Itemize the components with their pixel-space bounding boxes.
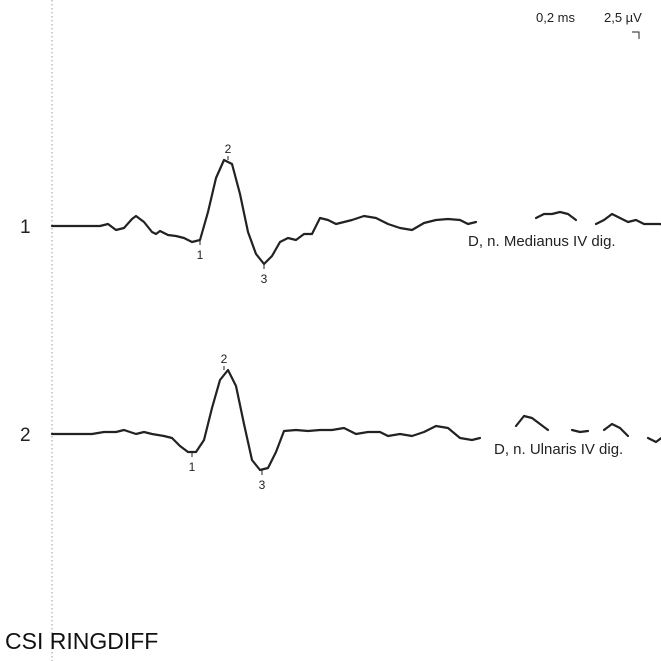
trace-line-1 — [50, 158, 478, 266]
traces-group: 1 1 2 3 D, n. Medianus IV dig. 2 1 2 3 D, n. Ulna… — [20, 142, 661, 492]
channel-label-1: 1 — [20, 217, 31, 238]
trace-fragment-2-2 — [514, 414, 550, 432]
time-scale-label: 0,2 ms — [536, 10, 576, 25]
trace-fragment-1-0 — [534, 210, 578, 222]
trace-fragment-2-5 — [646, 436, 661, 444]
trace-line-2 — [50, 368, 482, 472]
series-label-1: D, n. Medianus IV dig. — [468, 233, 616, 250]
scale-bracket-icon — [632, 31, 640, 39]
trace-fragment-2-3 — [570, 428, 590, 434]
series-label-2: D, n. Ulnaris IV dig. — [494, 441, 623, 458]
peak-label-1-2: 2 — [225, 142, 232, 156]
channel-label-2: 2 — [20, 425, 31, 446]
peak-label-2-1: 1 — [189, 460, 196, 474]
trace-fragment-2-4 — [602, 422, 630, 438]
peak-label-1-3: 3 — [261, 272, 268, 286]
trace-fragment-1-1 — [594, 212, 661, 226]
amplitude-scale-label: 2,5 µV — [604, 10, 642, 25]
peak-label-1-1: 1 — [197, 248, 204, 262]
peak-label-2-3: 3 — [259, 478, 266, 492]
protocol-title: CSI RINGDIFF — [5, 628, 158, 654]
peak-label-2-2: 2 — [221, 352, 228, 366]
